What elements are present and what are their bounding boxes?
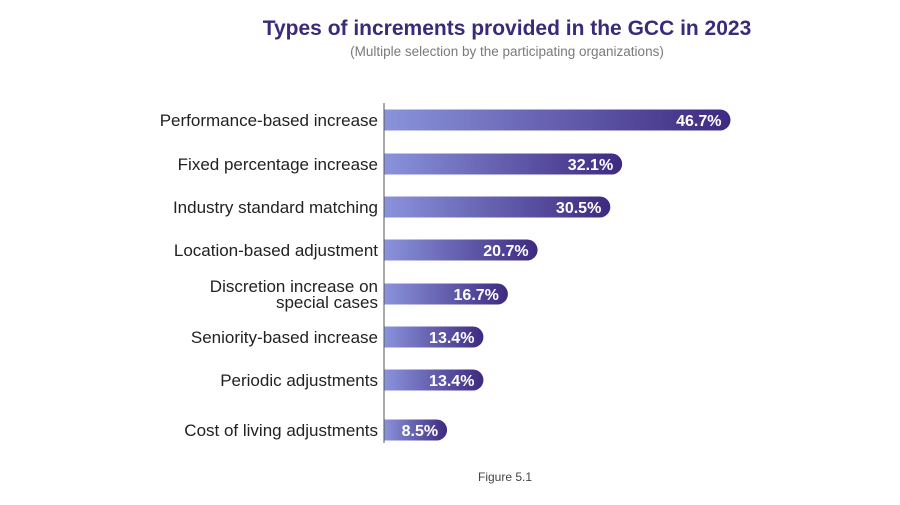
bar	[384, 109, 731, 131]
category-label-line: Periodic adjustments	[220, 371, 378, 390]
bar	[384, 419, 448, 441]
bar-group: 20.7% Location-based adjustment	[174, 239, 538, 261]
category-label-line: Discretion increase on	[210, 277, 378, 296]
bar-group: 13.4% Seniority-based increase	[191, 326, 484, 348]
bar-value-label: 8.5%	[402, 423, 438, 440]
category-label: Cost of living adjustments	[184, 421, 378, 440]
category-label: Location-based adjustment	[174, 241, 378, 260]
bar-value-label: 32.1%	[568, 157, 613, 174]
category-label-line: special cases	[276, 293, 378, 312]
bar	[384, 283, 508, 305]
category-label-line: Location-based adjustment	[174, 241, 378, 260]
category-label-line: Fixed percentage increase	[178, 155, 378, 174]
bar-group: 32.1% Fixed percentage increase	[178, 153, 623, 175]
bar-group: 16.7% Discretion increase on special cases	[210, 277, 508, 312]
bar-value-label: 46.7%	[676, 113, 721, 130]
bar-value-label: 13.4%	[429, 373, 474, 390]
bar-value-label: 30.5%	[556, 200, 601, 217]
category-label: Discretion increase on special cases	[210, 277, 378, 312]
category-label-line: Seniority-based increase	[191, 328, 378, 347]
bar	[384, 196, 611, 218]
bar-group: 30.5% Industry standard matching	[173, 196, 611, 218]
bar	[384, 326, 484, 348]
bar-value-label: 16.7%	[454, 287, 499, 304]
category-label-line: Cost of living adjustments	[184, 421, 378, 440]
category-label: Industry standard matching	[173, 198, 378, 217]
category-label: Fixed percentage increase	[178, 155, 378, 174]
category-label: Periodic adjustments	[220, 371, 378, 390]
bar	[384, 153, 623, 175]
bar-group: 8.5% Cost of living adjustments	[184, 419, 448, 441]
category-label: Performance-based increase	[160, 111, 378, 130]
bars-layer: 46.7% Performance-based increase 32.1% Fixe…	[160, 109, 731, 441]
figure-caption: Figure 5.1	[477, 470, 533, 484]
category-label: Seniority-based increase	[191, 328, 378, 347]
category-label-line: Performance-based increase	[160, 111, 378, 130]
bar-value-label: 20.7%	[483, 243, 528, 260]
category-label-line: Industry standard matching	[173, 198, 378, 217]
bar-group: 46.7% Performance-based increase	[160, 109, 731, 131]
chart-subtitle: (Multiple selection by the participating…	[350, 44, 664, 59]
bar-value-label: 13.4%	[429, 330, 474, 347]
bar-group: 13.4% Periodic adjustments	[220, 369, 484, 391]
bar	[384, 239, 538, 261]
bar	[384, 369, 484, 391]
chart-title: Types of increments provided in the GCC …	[262, 17, 752, 40]
